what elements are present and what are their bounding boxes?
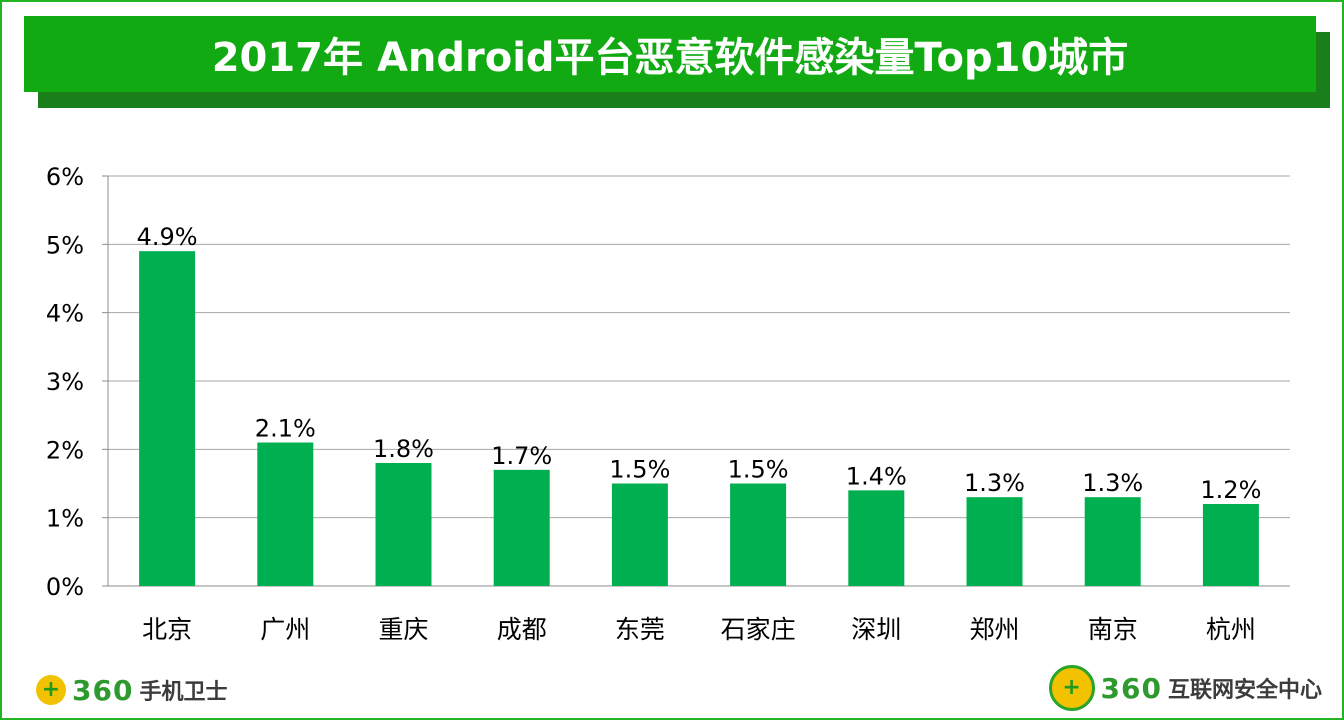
bar-5 (611, 483, 668, 586)
data-label: 1.5% (728, 456, 789, 484)
x-tick-label: 重庆 (378, 615, 428, 644)
logo-number: 360 (72, 673, 134, 707)
data-label: 1.2% (1200, 476, 1261, 504)
plus-shield-icon: + (1048, 665, 1095, 711)
data-label: 1.7% (491, 442, 552, 470)
x-tick-label: 成都 (497, 615, 547, 644)
x-tick-label: 石家庄 (721, 615, 796, 644)
x-tick-label: 南京 (1088, 615, 1138, 644)
title-banner: 2017年 Android平台恶意软件感染量Top10城市 (24, 16, 1316, 92)
logo-text: 互联网安全中心 (1167, 678, 1322, 703)
y-tick-label: 3% (46, 368, 84, 396)
y-tick-label: 4% (46, 300, 84, 328)
bar-1 (139, 251, 196, 586)
data-label: 1.5% (609, 456, 670, 484)
bar-7 (848, 490, 905, 586)
y-tick-label: 6% (46, 163, 84, 191)
x-tick-label: 广州 (260, 615, 310, 644)
bar-2 (257, 442, 314, 586)
plus-shield-icon: + (36, 675, 66, 705)
footer-logo-360-mobile-guard: + 360 手机卫士 (36, 672, 227, 708)
x-tick-label: 杭州 (1206, 615, 1256, 644)
bar-9 (1084, 497, 1141, 586)
bar-10 (1202, 504, 1259, 586)
logo-text: 手机卫士 (139, 680, 228, 705)
footer-logo-360-security-center: + 360 互联网安全中心 (1048, 665, 1322, 711)
y-tick-label: 0% (46, 573, 84, 601)
bar-4 (493, 469, 550, 586)
x-tick-label: 北京 (142, 615, 192, 644)
data-label: 4.9% (137, 223, 198, 251)
x-tick-label: 深圳 (851, 615, 901, 644)
bar-8 (966, 497, 1023, 586)
x-tick-label: 东莞 (615, 615, 665, 644)
bar-6 (730, 483, 787, 586)
x-tick-label: 郑州 (969, 615, 1019, 644)
data-label: 2.1% (255, 415, 316, 443)
y-tick-label: 1% (46, 505, 84, 533)
bar-3 (375, 463, 432, 586)
y-tick-label: 5% (46, 231, 84, 259)
data-label: 1.4% (846, 462, 907, 490)
data-label: 1.8% (373, 435, 434, 463)
logo-number: 360 (1100, 671, 1162, 705)
data-label: 1.3% (1082, 469, 1143, 497)
data-label: 1.3% (964, 469, 1025, 497)
chart-title: 2017年 Android平台恶意软件感染量Top10城市 (211, 35, 1129, 81)
y-tick-label: 2% (46, 436, 84, 464)
